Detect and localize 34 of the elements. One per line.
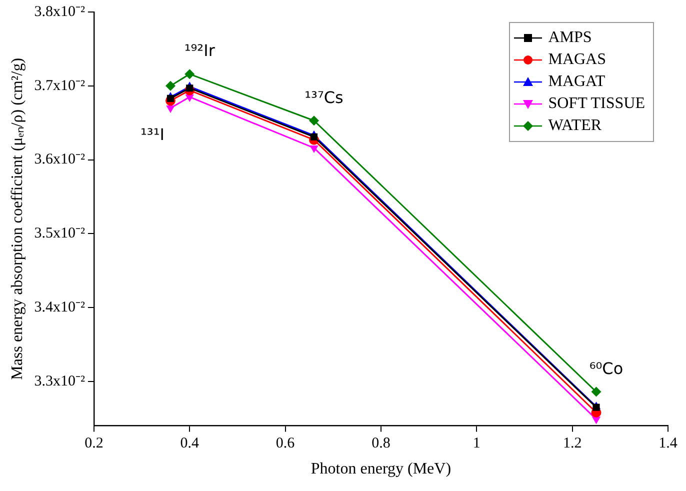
x-axis-title: Photon energy (MeV) bbox=[310, 460, 452, 478]
point bbox=[309, 116, 319, 126]
y-tick-label: 3.3x10⁻² bbox=[34, 373, 86, 390]
point bbox=[310, 133, 318, 140]
point bbox=[184, 69, 195, 80]
x-tick-label: 1.4 bbox=[658, 436, 678, 452]
legend-label: SOFT TISSUE bbox=[548, 94, 645, 114]
y-tick-label: 3.4x10⁻² bbox=[34, 300, 86, 316]
legend-label: MAGAS bbox=[548, 50, 606, 70]
point bbox=[165, 80, 176, 91]
point bbox=[166, 106, 175, 114]
point bbox=[591, 386, 602, 397]
legend-label: AMPS bbox=[548, 28, 592, 48]
point bbox=[166, 94, 174, 102]
point bbox=[185, 94, 194, 102]
x-tick-label: 1.2 bbox=[562, 436, 582, 452]
point bbox=[310, 145, 318, 153]
x-tick-label: 0.2 bbox=[84, 436, 104, 452]
y-tick-label: 3.5x10⁻² bbox=[34, 226, 86, 242]
x-tick-label: 0.6 bbox=[276, 436, 296, 452]
x-tick-label: 1 bbox=[472, 436, 480, 452]
annotation: ¹³¹I bbox=[140, 125, 164, 144]
legend-label: WATER bbox=[548, 116, 602, 136]
y-tick-label: 3.6x10⁻² bbox=[34, 152, 86, 168]
y-axis-title: Mass energy absorption coefficient (μₑₙ/ρ) (cm²/g) bbox=[8, 58, 26, 380]
x-tick-label: 0.4 bbox=[180, 436, 200, 452]
annotation: ⁶⁰Co bbox=[589, 358, 624, 378]
y-tick-label: 3.8x10⁻² bbox=[34, 4, 86, 20]
annotation: ¹³⁷Cs bbox=[304, 88, 344, 107]
annotation: ¹⁹²Ir bbox=[184, 41, 216, 60]
legend-label: MAGAT bbox=[548, 72, 606, 92]
y-tick-label: 3.7x10⁻² bbox=[34, 78, 86, 94]
x-tick-label: 0.8 bbox=[372, 436, 390, 452]
point bbox=[186, 84, 194, 92]
